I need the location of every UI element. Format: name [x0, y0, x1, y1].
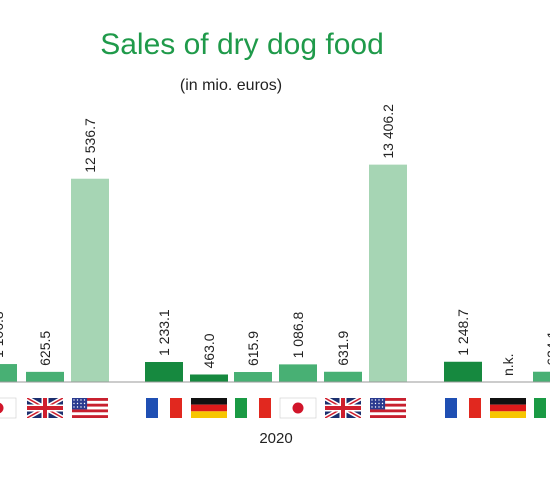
value-label-germany: 463.0 [201, 333, 217, 368]
japan-flag [279, 397, 317, 419]
france-flag [146, 398, 182, 418]
value-label-italy: 615.9 [245, 331, 261, 366]
chart-subtitle: (in mio. euros) [180, 77, 282, 94]
value-label-usa: 13 406.2 [380, 104, 396, 159]
value-label-japan: 1 106.8 [0, 311, 6, 358]
italy-flag [235, 398, 271, 418]
value-label-uk: 631.9 [335, 331, 351, 366]
value-label-france: 1 248.7 [455, 309, 471, 356]
bar-usa [369, 164, 407, 382]
bar-italy [533, 371, 550, 382]
value-label-italy: 634.1 [544, 330, 550, 365]
france-flag [445, 398, 481, 418]
flags-layer [0, 397, 550, 419]
bar-italy [234, 372, 272, 382]
uk-flag [325, 398, 361, 418]
bar-uk [324, 371, 362, 382]
germany-flag [191, 398, 227, 418]
japan-flag [0, 397, 17, 419]
value-labels-layer: 1 106.8 625.5 12 536.7 1 233.1 463.0 615.9 1 0… [0, 104, 550, 376]
bar-france [444, 361, 482, 382]
bar-usa [71, 178, 109, 382]
bar-uk [26, 371, 64, 382]
uk-flag [27, 398, 63, 418]
value-label-uk: 625.5 [37, 331, 53, 366]
chart-title: Sales of dry dog food [100, 28, 384, 61]
value-label-germany-not-known: n.k. [500, 353, 516, 376]
value-label-usa: 12 536.7 [82, 118, 98, 173]
bars-layer [0, 164, 550, 382]
bar-france [145, 362, 183, 382]
value-label-japan: 1 086.8 [290, 311, 306, 358]
germany-flag [490, 398, 526, 418]
usa-flag [370, 398, 406, 418]
bar-japan [0, 364, 17, 382]
bar-germany [190, 374, 228, 382]
usa-flag [72, 398, 108, 418]
year-label: 2020 [259, 430, 292, 447]
italy-flag [534, 398, 550, 418]
bar-japan [279, 364, 317, 382]
value-label-france: 1 233.1 [156, 309, 172, 356]
